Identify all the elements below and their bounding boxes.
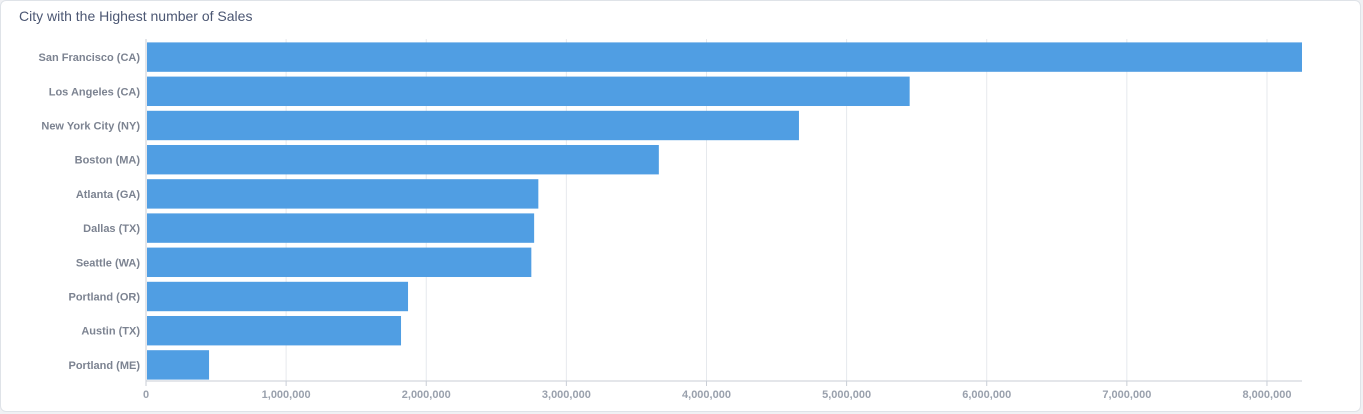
category-label: Los Angeles (CA) [49, 86, 141, 98]
category-label: Dallas (TX) [83, 223, 140, 235]
x-tick-label: 2,000,000 [402, 389, 451, 401]
gridlines [285, 39, 1268, 381]
bars [147, 42, 1302, 380]
x-axis: 0 1,000,000 2,000,000 3,000,000 4,000,000 5,0… [143, 39, 1302, 401]
bar[interactable] [147, 144, 659, 175]
bar[interactable] [147, 76, 910, 107]
x-tick-label: 4,000,000 [682, 389, 731, 401]
bar[interactable] [147, 213, 535, 243]
chart-title: City with the Highest number of Sales [19, 8, 253, 24]
x-tick-label: 5,000,000 [822, 389, 871, 401]
bar[interactable] [147, 42, 1302, 72]
x-tick-label: 6,000,000 [962, 389, 1011, 401]
bar[interactable] [147, 350, 210, 380]
bar[interactable] [147, 247, 532, 278]
category-label: Portland (ME) [69, 360, 141, 372]
category-label: New York City (NY) [41, 121, 140, 133]
category-label: San Francisco (CA) [39, 52, 141, 64]
x-tick-label: 1,000,000 [262, 389, 311, 401]
category-labels: San Francisco (CA) Los Angeles (CA) New Yo… [39, 52, 141, 372]
x-tick-label: 7,000,000 [1102, 389, 1151, 401]
category-label: Atlanta (GA) [76, 189, 141, 201]
category-label: Austin (TX) [81, 326, 140, 338]
category-label: Portland (OR) [69, 292, 141, 304]
category-label: Seattle (WA) [76, 257, 141, 269]
bar[interactable] [147, 281, 409, 312]
x-tick-label: 3,000,000 [542, 389, 591, 401]
x-tick-label: 8,000,000 [1243, 389, 1292, 401]
x-tick-label: 0 [143, 389, 149, 401]
category-label: Boston (MA) [75, 155, 141, 167]
bar[interactable] [147, 110, 799, 141]
bar[interactable] [147, 315, 402, 346]
bar[interactable] [147, 179, 539, 209]
